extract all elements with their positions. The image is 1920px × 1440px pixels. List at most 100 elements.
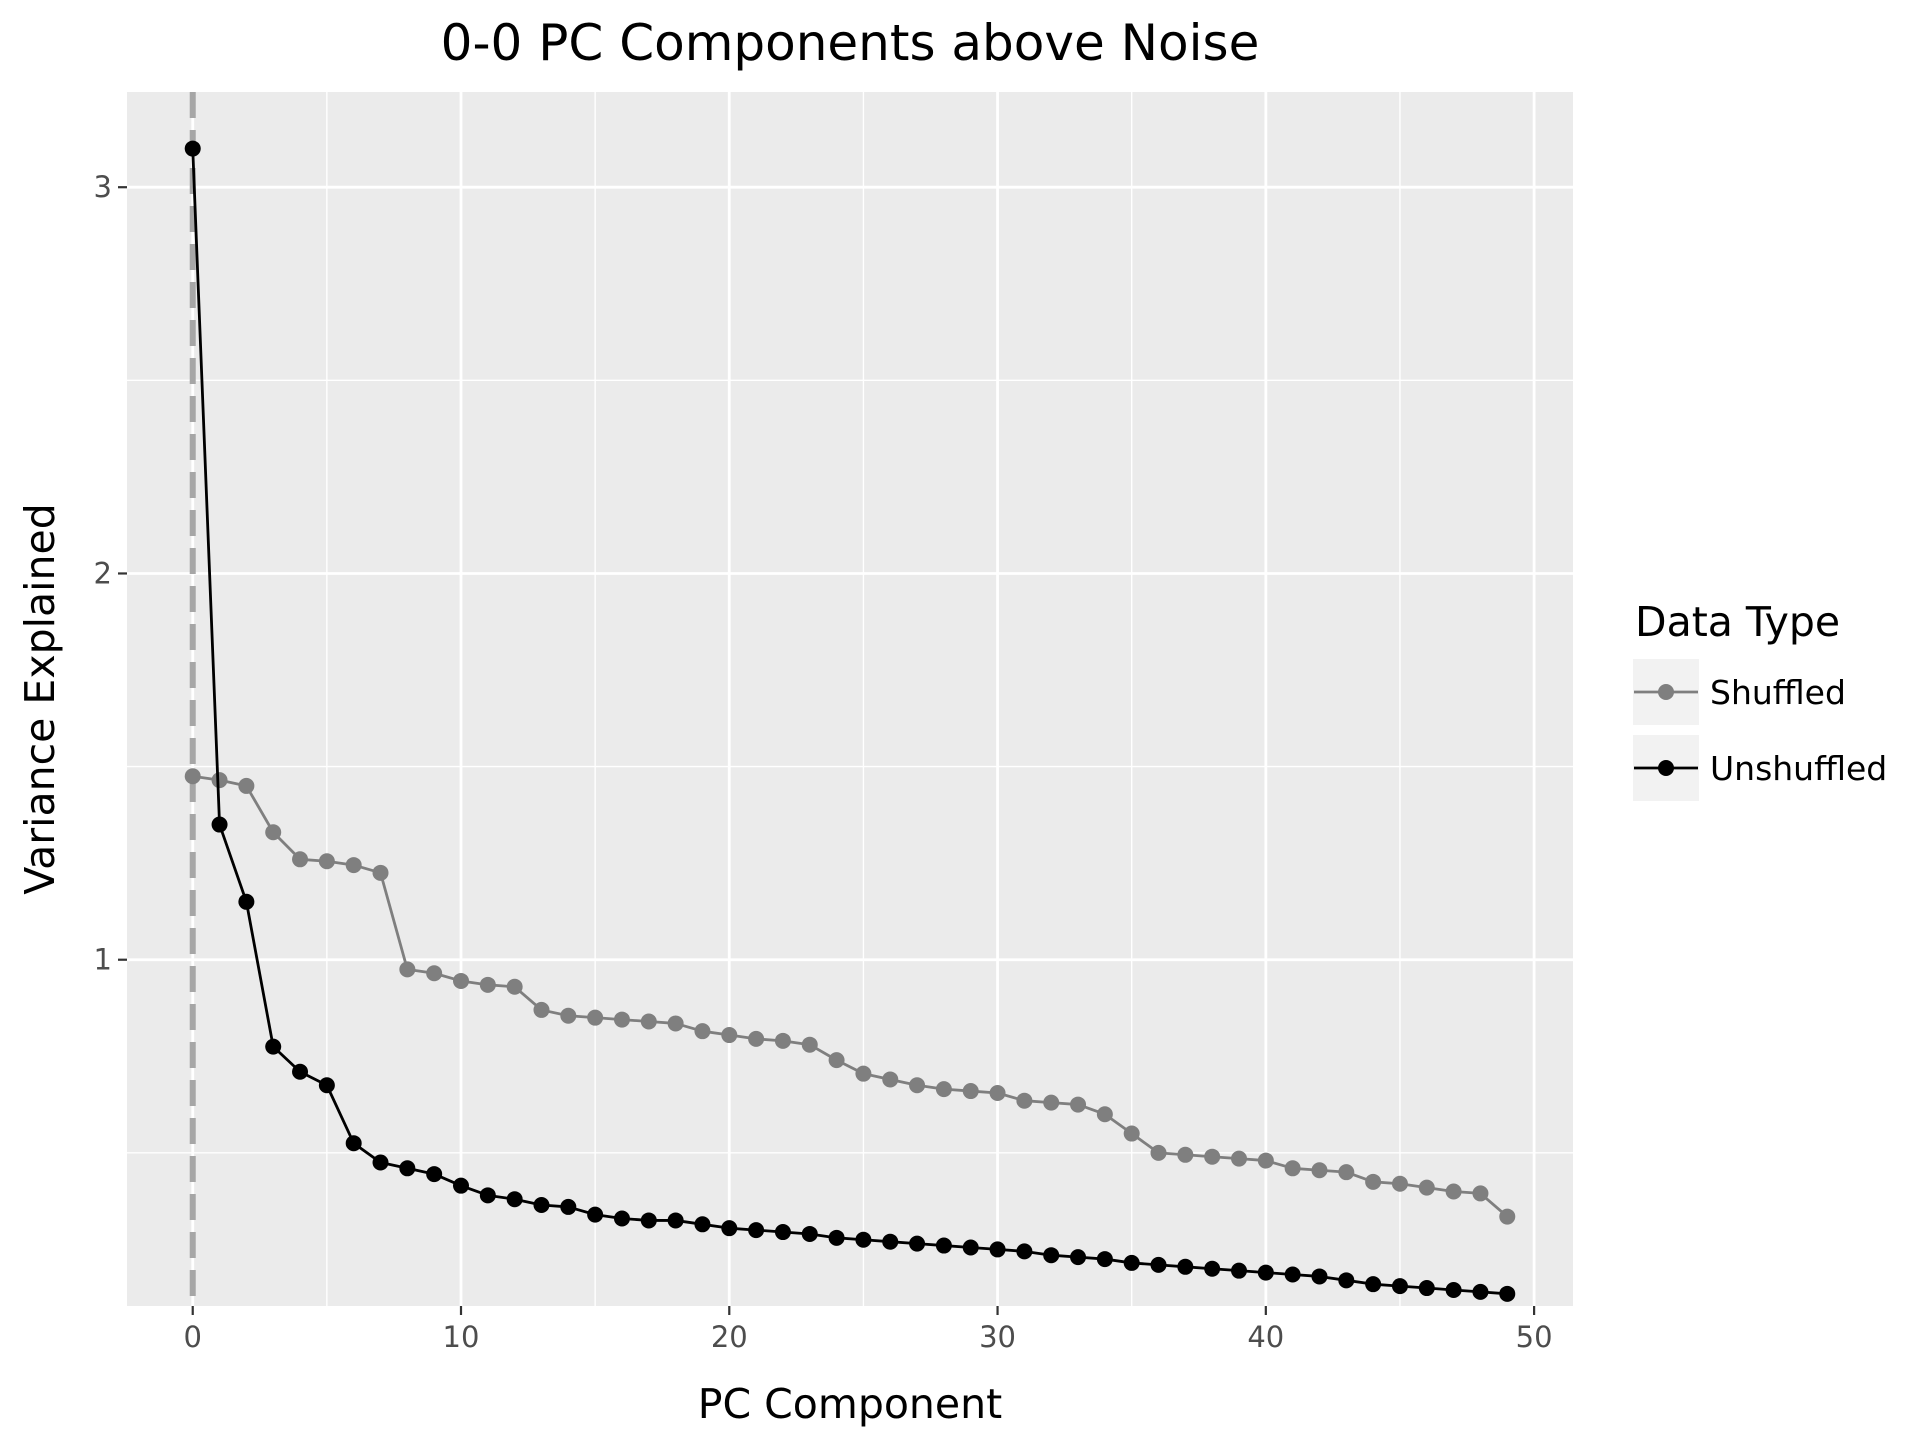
data-point-unshuffled (962, 1239, 979, 1256)
data-point-unshuffled (1445, 1281, 1462, 1298)
data-point-shuffled (1016, 1092, 1033, 1109)
legend-label-shuffled: Shuffled (1710, 673, 1846, 712)
data-point-shuffled (1204, 1148, 1221, 1165)
data-point-unshuffled (989, 1241, 1006, 1258)
data-point-unshuffled (1043, 1247, 1060, 1264)
data-point-shuffled (1338, 1164, 1355, 1181)
data-point-unshuffled (1016, 1243, 1033, 1260)
data-point-unshuffled (587, 1206, 604, 1223)
data-point-shuffled (265, 824, 282, 841)
data-point-unshuffled (1257, 1264, 1274, 1281)
legend-title: Data Type (1635, 598, 1840, 646)
data-point-unshuffled (506, 1191, 523, 1208)
x-tick-label: 0 (184, 1320, 202, 1354)
data-point-unshuffled (1418, 1280, 1435, 1297)
data-point-unshuffled (1472, 1283, 1489, 1300)
data-point-shuffled (882, 1071, 899, 1088)
data-point-shuffled (855, 1065, 872, 1082)
data-point-shuffled (426, 965, 443, 982)
data-point-shuffled (1177, 1146, 1194, 1163)
data-point-shuffled (721, 1027, 738, 1044)
data-point-unshuffled (667, 1212, 684, 1229)
data-point-unshuffled (1070, 1249, 1087, 1266)
data-point-unshuffled (318, 1077, 335, 1094)
y-axis-title: Variance Explained (16, 503, 64, 894)
data-point-unshuffled (292, 1063, 309, 1080)
data-point-unshuffled (828, 1229, 845, 1246)
data-point-unshuffled (238, 893, 255, 910)
plot-panel (127, 92, 1573, 1306)
legend-key-point-shuffled (1658, 684, 1674, 700)
data-point-shuffled (1257, 1152, 1274, 1169)
data-point-shuffled (613, 1011, 630, 1028)
data-point-shuffled (1472, 1185, 1489, 1202)
data-point-unshuffled (184, 140, 201, 157)
data-point-shuffled (399, 961, 416, 978)
data-point-unshuffled (560, 1198, 577, 1215)
data-point-shuffled (533, 1001, 550, 1018)
data-point-unshuffled (613, 1210, 630, 1227)
data-point-unshuffled (1499, 1285, 1516, 1302)
data-point-unshuffled (1391, 1278, 1408, 1295)
data-point-unshuffled (399, 1160, 416, 1177)
x-tick-label: 50 (1516, 1320, 1553, 1354)
series-unshuffled (184, 140, 1516, 1302)
data-point-shuffled (1418, 1179, 1435, 1196)
x-axis-title: PC Component (698, 1380, 1002, 1428)
data-point-unshuffled (1204, 1260, 1221, 1277)
series-shuffled (184, 768, 1516, 1225)
data-point-shuffled (694, 1023, 711, 1040)
legend: Data Type Shuffled Unshuffled (1633, 598, 1887, 801)
data-point-shuffled (211, 772, 228, 789)
data-point-unshuffled (1365, 1276, 1382, 1293)
data-point-shuffled (909, 1077, 926, 1094)
data-point-shuffled (560, 1007, 577, 1024)
data-point-shuffled (667, 1015, 684, 1032)
data-point-unshuffled (1123, 1254, 1140, 1271)
data-point-shuffled (1150, 1144, 1167, 1161)
data-point-shuffled (1230, 1150, 1247, 1167)
data-point-shuffled (1499, 1208, 1516, 1225)
y-tick-label: 1 (94, 943, 112, 977)
data-point-shuffled (935, 1081, 952, 1098)
data-point-unshuffled (479, 1187, 496, 1204)
y-tick-label: 2 (94, 556, 112, 590)
data-point-unshuffled (774, 1224, 791, 1241)
data-point-shuffled (828, 1052, 845, 1069)
data-point-shuffled (748, 1030, 765, 1047)
data-point-shuffled (1070, 1096, 1087, 1113)
data-point-unshuffled (882, 1233, 899, 1250)
x-axis: 0 10 20 30 40 50 (184, 1306, 1553, 1354)
x-tick-label: 30 (979, 1320, 1016, 1354)
data-point-shuffled (184, 768, 201, 785)
data-point-unshuffled (372, 1154, 389, 1171)
data-point-unshuffled (1177, 1258, 1194, 1275)
data-point-shuffled (1284, 1160, 1301, 1177)
data-point-shuffled (506, 978, 523, 995)
data-point-unshuffled (1338, 1272, 1355, 1289)
data-point-shuffled (1123, 1125, 1140, 1142)
data-point-shuffled (453, 972, 470, 989)
x-tick-label: 40 (1247, 1320, 1284, 1354)
data-point-unshuffled (533, 1196, 550, 1213)
series-layer (184, 140, 1516, 1302)
data-point-shuffled (962, 1083, 979, 1100)
chart-title: 0-0 PC Components above Noise (441, 14, 1260, 72)
data-point-unshuffled (694, 1216, 711, 1233)
data-point-unshuffled (855, 1231, 872, 1248)
x-tick-label: 20 (711, 1320, 748, 1354)
data-point-unshuffled (935, 1237, 952, 1254)
data-point-unshuffled (1150, 1256, 1167, 1273)
data-point-shuffled (774, 1032, 791, 1049)
data-point-shuffled (1043, 1094, 1060, 1111)
data-point-unshuffled (265, 1038, 282, 1055)
data-point-unshuffled (426, 1166, 443, 1183)
y-axis: 1 2 3 (94, 170, 127, 977)
data-point-shuffled (1096, 1106, 1113, 1123)
data-point-unshuffled (909, 1235, 926, 1252)
data-point-shuffled (238, 777, 255, 794)
legend-key-point-unshuffled (1658, 760, 1674, 776)
data-point-unshuffled (211, 816, 228, 833)
